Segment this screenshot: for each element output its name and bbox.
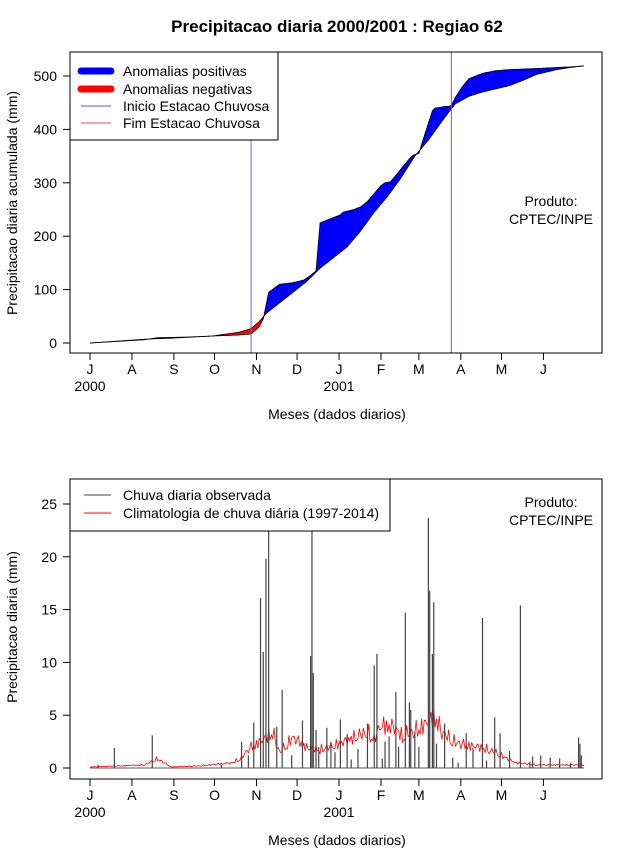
x-tick-label: S: [169, 361, 178, 377]
bottom-legend: Chuva diaria observada Climatologia de c…: [69, 478, 391, 532]
y-tick-label: 0: [49, 760, 57, 776]
anomaly-positive-area: [420, 65, 584, 150]
legend-label-negative: Anomalias negativas: [123, 81, 252, 97]
x-tick-label: A: [127, 787, 137, 803]
x-tick-label: O: [209, 787, 220, 803]
top-annotation-line1: Produto:: [525, 193, 578, 209]
legend-label-positive: Anomalias positivas: [123, 63, 247, 79]
y-tick-label: 400: [34, 121, 58, 137]
x-tick-label: M: [413, 361, 425, 377]
x-tick-label: J: [87, 787, 94, 803]
top-x-axis-label: Meses (dados diarios): [268, 406, 406, 422]
top-chart-title: Precipitacao diaria 2000/2001 : Regiao 6…: [171, 17, 503, 36]
x-tick-label: A: [456, 361, 466, 377]
x-tick-label: M: [496, 361, 508, 377]
x-year-label: 2001: [323, 804, 354, 820]
legend-label-observed: Chuva diaria observada: [123, 487, 271, 503]
anomaly-positive-area: [264, 152, 418, 316]
bottom-legend-box: [69, 478, 391, 532]
top-y-axis-label: Precipitacao diaria acumulada (mm): [4, 91, 20, 315]
y-tick-label: 10: [41, 654, 57, 670]
climatology-daily-line: [89, 710, 585, 768]
legend-label-end: Fim Estacao Chuvosa: [123, 115, 260, 131]
y-tick-label: 5: [49, 707, 57, 723]
x-tick-label: J: [336, 787, 343, 803]
x-tick-label: N: [251, 787, 261, 803]
top-chart: Precipitacao diaria 2000/2001 : Regiao 6…: [4, 17, 603, 422]
legend-label-climatology: Climatologia de chuva diária (1997-2014): [123, 505, 379, 521]
anomaly-negative-area: [213, 312, 265, 337]
y-tick-label: 100: [34, 282, 58, 298]
x-tick-label: N: [251, 361, 261, 377]
bottom-annotation-line2: CPTEC/INPE: [509, 512, 593, 528]
y-tick-label: 300: [34, 175, 58, 191]
x-tick-label: A: [127, 361, 137, 377]
bottom-y-axis-label: Precipitacao diaria (mm): [4, 551, 20, 703]
bottom-x-axis-label: Meses (dados diarios): [268, 832, 406, 848]
legend-label-start: Inicio Estacao Chuvosa: [123, 98, 270, 114]
x-tick-label: M: [496, 787, 508, 803]
bottom-chart: Meses (dados diarios) Precipitacao diari…: [4, 478, 603, 848]
y-tick-label: 0: [49, 335, 57, 351]
y-tick-label: 200: [34, 228, 58, 244]
x-year-label: 2001: [323, 378, 354, 394]
x-tick-label: A: [456, 787, 466, 803]
x-tick-label: O: [209, 361, 220, 377]
x-tick-label: M: [413, 787, 425, 803]
top-annotation-line2: CPTEC/INPE: [509, 211, 593, 227]
x-tick-label: J: [87, 361, 94, 377]
y-tick-label: 500: [34, 68, 58, 84]
y-tick-label: 25: [41, 496, 57, 512]
x-tick-label: D: [292, 787, 302, 803]
climatology-cumulative-line: [89, 65, 585, 344]
x-tick-label: F: [377, 361, 386, 377]
observed-cumulative-line: [89, 65, 585, 344]
x-year-label: 2000: [74, 378, 105, 394]
top-legend: Anomalias positivas Anomalias negativas …: [69, 51, 279, 141]
x-tick-label: J: [336, 361, 343, 377]
x-tick-label: D: [292, 361, 302, 377]
y-tick-label: 15: [41, 602, 57, 618]
top-legend-box: [69, 51, 279, 141]
x-tick-label: S: [169, 787, 178, 803]
x-year-label: 2000: [74, 804, 105, 820]
bottom-annotation-line1: Produto:: [525, 494, 578, 510]
y-tick-label: 20: [41, 549, 57, 565]
x-tick-label: J: [540, 787, 547, 803]
x-tick-label: F: [377, 787, 386, 803]
x-tick-label: J: [540, 361, 547, 377]
